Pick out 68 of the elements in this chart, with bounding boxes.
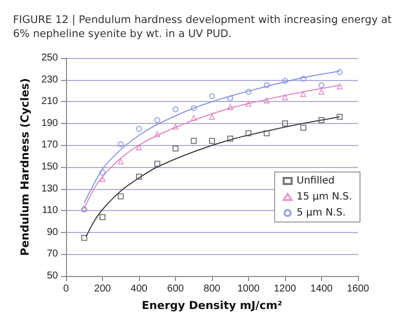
- x-tick-label: 1600: [346, 284, 370, 294]
- point: [190, 138, 197, 144]
- x-tick-label: 1000: [237, 284, 260, 294]
- legend-label: Unfilled: [296, 176, 335, 186]
- point: [227, 104, 234, 110]
- point: [300, 76, 306, 82]
- point: [136, 126, 142, 132]
- x-tick-label: 200: [94, 284, 112, 294]
- y-axis-title: Pendulum Hardness (Cycles): [18, 78, 32, 256]
- x-tick-label: 600: [167, 284, 184, 294]
- x-tick-label: 400: [130, 284, 148, 294]
- point: [172, 106, 178, 112]
- point: [172, 145, 178, 152]
- point: [246, 100, 252, 107]
- point: [209, 138, 215, 144]
- point: [136, 144, 142, 150]
- point: [227, 136, 234, 142]
- y-tick-label: 230: [41, 74, 58, 86]
- point: [190, 105, 197, 112]
- point: [118, 141, 124, 148]
- chart-title: FIGURE 12 | Pendulum hardness development with increasing energy at 6% nepheline syenite by wt. in a UV PUD.: [13, 14, 396, 40]
- y-tick-label: 110: [42, 205, 58, 216]
- point: [154, 117, 160, 124]
- point: [246, 130, 252, 136]
- y-tick-label: 130: [41, 183, 58, 194]
- x-tick-label: 1200: [274, 284, 297, 294]
- y-tick-label: 90: [46, 226, 58, 238]
- point: [264, 98, 270, 104]
- point: [318, 82, 324, 88]
- y-tick-label: 210: [41, 96, 58, 108]
- point: [336, 114, 343, 120]
- point: [100, 176, 106, 182]
- point: [118, 193, 124, 200]
- point: [190, 114, 197, 121]
- point: [300, 90, 306, 97]
- y-tick-label: 50: [46, 270, 58, 282]
- y-tick-label: 150: [41, 162, 58, 172]
- x-tick-label: 0: [63, 284, 70, 294]
- point: [227, 95, 234, 102]
- point: [209, 114, 215, 120]
- point: [118, 158, 124, 165]
- point: [100, 214, 106, 220]
- legend-label: 5 µm N.S.: [296, 208, 346, 218]
- point: [154, 131, 160, 138]
- y-tick-label: 250: [41, 52, 58, 64]
- point: [264, 82, 270, 88]
- point: [282, 78, 288, 84]
- point: [172, 124, 178, 130]
- y-tick-label: 170: [41, 140, 58, 151]
- point: [246, 88, 252, 95]
- y-tick-label: 70: [46, 248, 58, 260]
- point: [282, 94, 288, 100]
- point: [264, 130, 270, 136]
- x-tick-label: 800: [204, 284, 221, 294]
- y-tick-label: 190: [41, 118, 58, 129]
- x-tick-label: 1400: [310, 284, 334, 294]
- point: [81, 234, 88, 241]
- point: [282, 120, 288, 126]
- point: [300, 124, 306, 131]
- x-axis-title: Energy Density mJ/cm²: [142, 299, 282, 312]
- point: [209, 93, 215, 100]
- point: [154, 160, 160, 167]
- point: [136, 174, 142, 180]
- point: [318, 117, 324, 124]
- point: [318, 88, 324, 95]
- legend-label: 15 µm N.S.: [296, 192, 352, 202]
- point: [336, 83, 343, 90]
- point: [100, 169, 106, 176]
